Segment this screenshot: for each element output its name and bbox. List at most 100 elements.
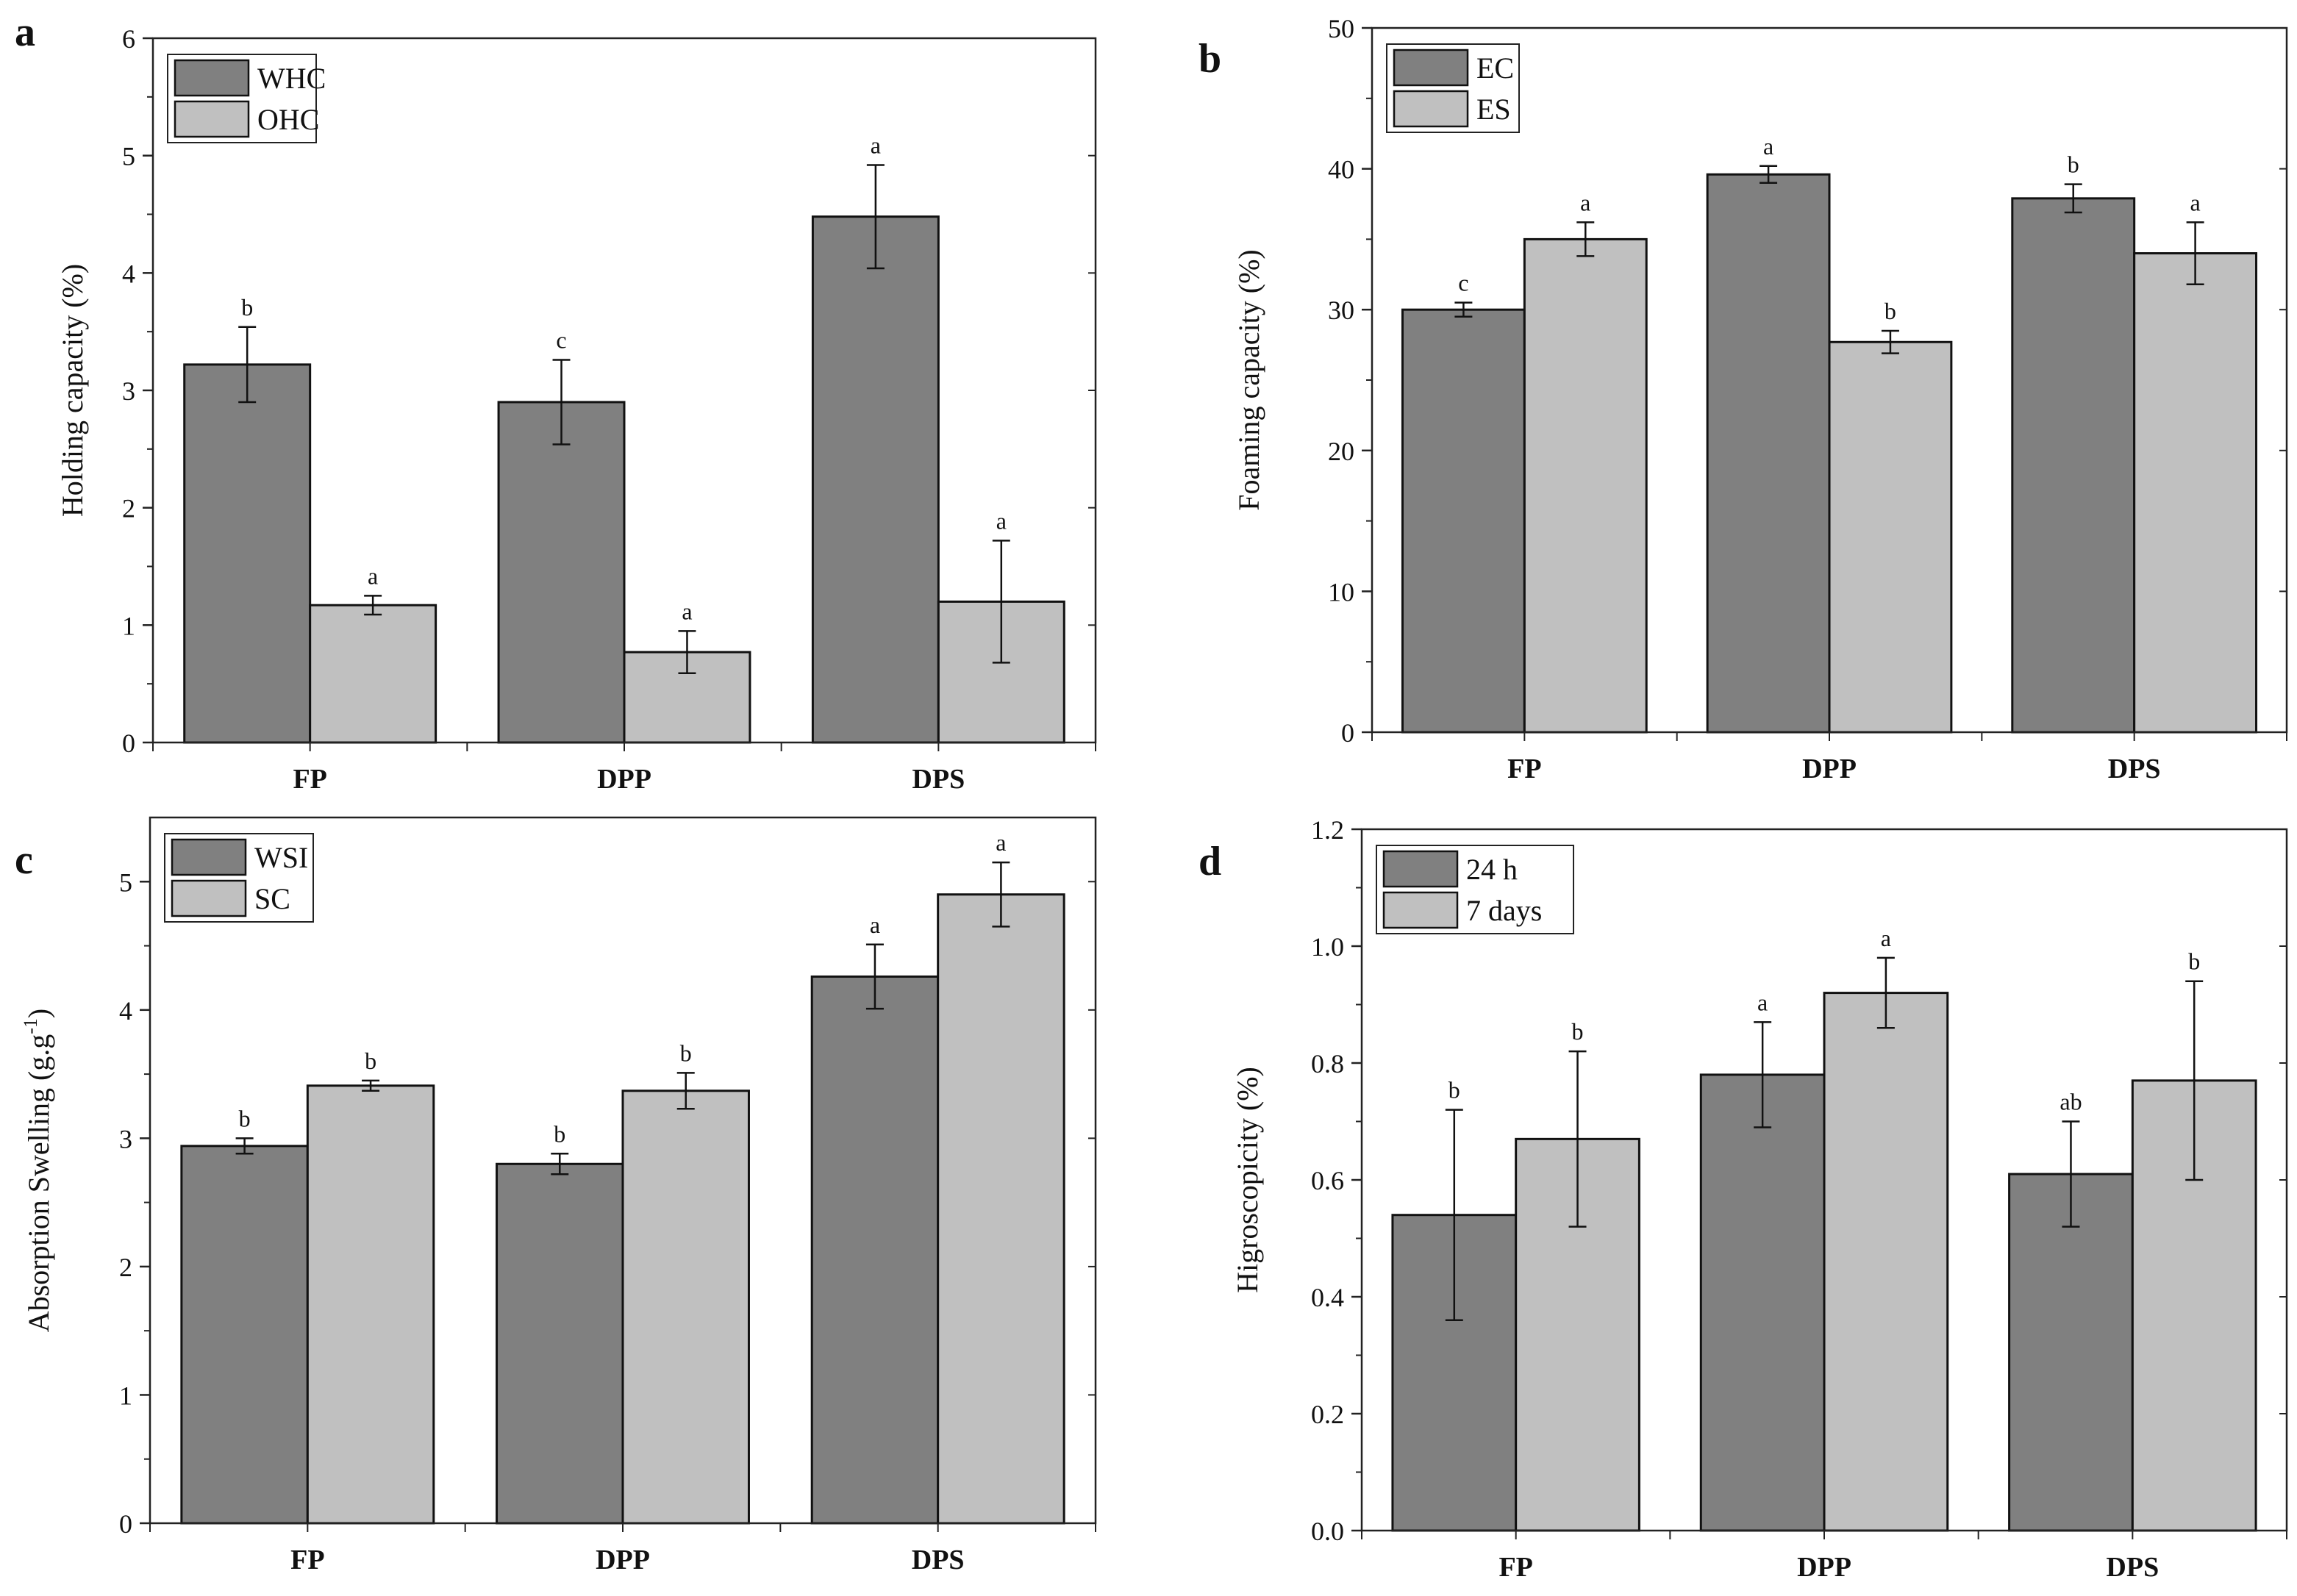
panel-c-y-tick-label: 1 xyxy=(119,1381,132,1410)
panel-c-bar-sc-dps xyxy=(937,893,1065,1525)
panel-c-y-tick-label: 0 xyxy=(119,1509,132,1539)
panel-d-significance-letter: b xyxy=(2188,948,2200,975)
panel-a-bar-whc-dps xyxy=(811,215,940,744)
panel-a-bar-whc-dpp xyxy=(497,401,626,744)
panel-d-y-tick-label: 0.8 xyxy=(1311,1049,1344,1078)
panel-d-y-tick-label: 1.2 xyxy=(1311,815,1344,845)
panel-b-bar-es-dpp xyxy=(1828,340,1953,734)
panel-c-y-tick-label: 2 xyxy=(119,1253,132,1282)
panel-d-y-tick-label: 1.0 xyxy=(1311,932,1344,962)
panel-a-significance-letter: a xyxy=(368,562,378,589)
panel-a-y-tick-label: 4 xyxy=(122,259,135,288)
panel-a-significance-letter: a xyxy=(996,507,1007,534)
panel-a-legend-swatch xyxy=(174,59,250,97)
panel-c-bar-sc-dpp xyxy=(621,1089,750,1525)
panel-b-legend-label: EC xyxy=(1476,51,1514,85)
panel-c-legend-swatch xyxy=(171,879,247,917)
panel-a-x-tick-label: DPP xyxy=(597,764,651,795)
panel-b-chart: b Foaming capacity (%) c a FP a b DPP b a DPS 0 10 20… xyxy=(1198,14,2288,784)
panel-b-bar-ec-fp xyxy=(1401,308,1526,734)
panel-d-bar-7-days-dpp xyxy=(1823,992,1949,1532)
panel-d-bar-24-h-dps xyxy=(2008,1173,2134,1532)
panel-c-significance-letter: a xyxy=(996,829,1006,856)
panel-a-significance-letter: b xyxy=(241,294,253,321)
panel-a-letter: a xyxy=(15,10,35,55)
panel-d-x-tick-label: DPS xyxy=(2106,1552,2159,1583)
panel-a-y-axis-title: Holding capacity (%) xyxy=(56,264,89,517)
panel-d-significance-letter: ab xyxy=(2060,1089,2082,1115)
panel-b-y-tick-label: 0 xyxy=(1341,718,1354,748)
panel-c-chart: c Absorption Swelling (g.g-1) b b FP b b DPP a a D… xyxy=(15,816,1097,1575)
panel-b-x-tick-label: DPS xyxy=(2108,754,2161,784)
panel-c-legend-label: SC xyxy=(254,882,290,915)
panel-c-y-tick-label: 4 xyxy=(119,996,132,1026)
panel-a-y-tick-label: 6 xyxy=(122,24,135,54)
panel-c-x-tick-label: DPP xyxy=(596,1545,650,1575)
panel-d-y-tick-label: 0.4 xyxy=(1311,1283,1344,1312)
panel-a-legend-label: WHC xyxy=(257,62,326,95)
panel-d-letter: d xyxy=(1198,839,1221,884)
panel-d-x-tick-label: DPP xyxy=(1797,1552,1851,1583)
panel-d-significance-letter: a xyxy=(1757,989,1768,1015)
panel-a-bar-whc-fp xyxy=(183,363,312,744)
panel-d-legend-label: 7 days xyxy=(1466,894,1542,927)
panel-c-significance-letter: b xyxy=(365,1048,376,1074)
panel-b-significance-letter: a xyxy=(1763,133,1773,160)
panel-c-y-axis-title: Absorption Swelling (g.g-1) xyxy=(20,1009,55,1333)
panel-d-legend-label: 24 h xyxy=(1466,853,1518,886)
panel-a-legend-swatch xyxy=(174,100,250,138)
panel-c-legend-label: WSI xyxy=(254,841,308,874)
panel-c-bar-wsi-dps xyxy=(810,975,940,1525)
panel-b-significance-letter: c xyxy=(1458,270,1468,296)
panel-b-bar-ec-dps xyxy=(2011,197,2136,734)
panel-a-legend-label: OHC xyxy=(257,103,319,136)
panel-d-chart: d Higroscopicity (%) b b FP a a DPP ab b DPS 0.0 0.2… xyxy=(1198,815,2288,1583)
panel-b-legend-swatch xyxy=(1393,49,1469,87)
panel-c-bar-sc-fp xyxy=(306,1084,435,1525)
panel-a-chart: a Holding capacity (%) b a FP c a DPP a a DPS 0 1 2 3 4… xyxy=(15,10,1097,795)
panel-c-significance-letter: b xyxy=(239,1105,251,1131)
panel-b-y-tick-label: 40 xyxy=(1328,155,1354,185)
panel-d-y-tick-label: 0.2 xyxy=(1311,1400,1344,1429)
panel-d-y-tick-label: 0.0 xyxy=(1311,1517,1344,1546)
panel-c-bar-wsi-dpp xyxy=(496,1162,624,1525)
panel-d-legend-swatch xyxy=(1382,891,1459,929)
panel-d-x-tick-label: FP xyxy=(1498,1552,1532,1583)
panel-b-y-tick-label: 10 xyxy=(1328,577,1354,606)
panel-a-significance-letter: c xyxy=(556,326,566,353)
panel-a-y-tick-label: 5 xyxy=(122,142,135,171)
panel-b-significance-letter: b xyxy=(1885,298,1896,324)
panel-b-letter: b xyxy=(1198,36,1221,82)
panel-b-bar-es-dps xyxy=(2133,252,2258,734)
panel-d-significance-letter: b xyxy=(1448,1077,1460,1103)
panel-b-significance-letter: a xyxy=(2190,189,2200,215)
panel-a-y-tick-label: 1 xyxy=(122,611,135,640)
panel-d-y-axis-title: Higroscopicity (%) xyxy=(1231,1067,1264,1293)
panel-b-legend-label: ES xyxy=(1476,93,1511,126)
panel-a-x-tick-label: FP xyxy=(293,764,326,795)
panel-b-bar-es-fp xyxy=(1523,237,1648,734)
panel-c-x-tick-label: FP xyxy=(290,1545,324,1575)
panel-a-y-tick-label: 3 xyxy=(122,376,135,406)
panel-c-plot-frame xyxy=(149,816,1097,1525)
panel-a-y-tick-label: 0 xyxy=(122,729,135,758)
panel-b-y-tick-label: 30 xyxy=(1328,296,1354,325)
panel-b-significance-letter: a xyxy=(1580,189,1590,215)
panel-b-y-tick-label: 50 xyxy=(1328,14,1354,43)
panel-c-bar-wsi-fp xyxy=(180,1145,309,1525)
panel-c-legend-swatch xyxy=(171,838,247,876)
panel-d-legend-swatch xyxy=(1382,850,1459,888)
panel-b-significance-letter: b xyxy=(2068,151,2079,178)
panel-d-y-tick-label: 0.6 xyxy=(1311,1166,1344,1195)
panel-b-y-tick-label: 20 xyxy=(1328,437,1354,466)
panel-a-x-tick-label: DPS xyxy=(912,764,965,795)
panel-b-legend-swatch xyxy=(1393,90,1469,128)
panel-b-x-tick-label: FP xyxy=(1507,754,1541,784)
panel-d-bar-24-h-dpp xyxy=(1699,1073,1826,1532)
panel-c-y-tick-label: 3 xyxy=(119,1124,132,1153)
panel-c-letter: c xyxy=(15,837,33,883)
panel-a-y-tick-label: 2 xyxy=(122,494,135,523)
panel-c-significance-letter: b xyxy=(680,1039,692,1066)
panel-a-significance-letter: a xyxy=(682,598,692,624)
